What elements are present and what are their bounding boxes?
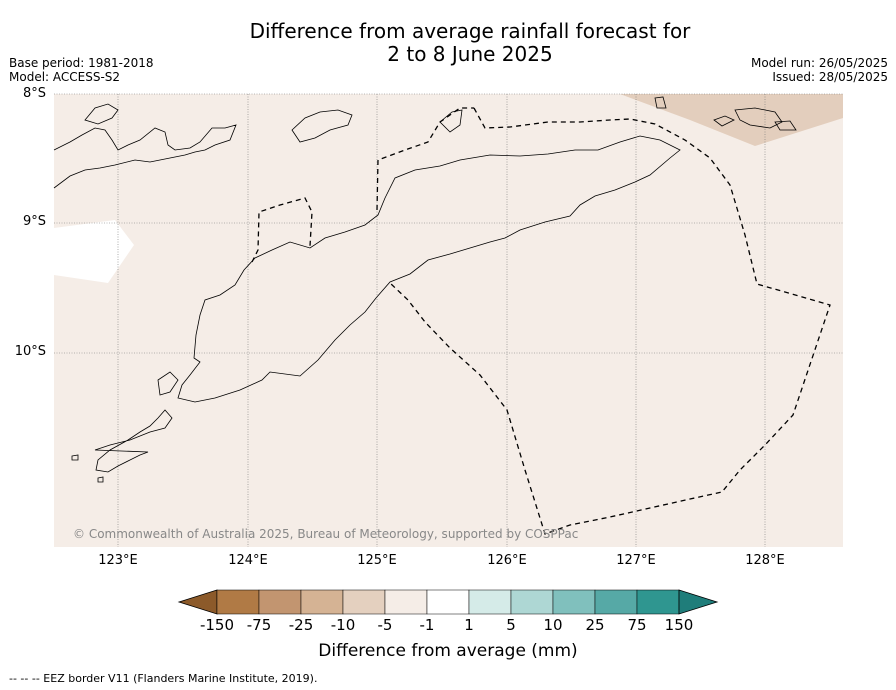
lon-label-125e: 125°E (357, 553, 397, 568)
north-island-8 (654, 96, 667, 109)
north-island-7 (774, 120, 797, 131)
cb-label-neg10: -10 (330, 616, 356, 634)
colorbar-box (594, 589, 638, 615)
eez-border (251, 107, 831, 535)
north-island-2 (291, 109, 353, 143)
gridlines (54, 93, 843, 547)
colorbar-title: Difference from average (mm) (318, 641, 578, 661)
colorbar-boxes (177, 589, 719, 615)
north-island-6 (713, 115, 735, 127)
lat-label-9s: 9°S (22, 214, 46, 229)
meta-right: Model run: 26/05/2025 Issued: 28/05/2025 (751, 56, 888, 84)
lon-label-123e: 123°E (98, 553, 138, 568)
south-island-1 (94, 409, 173, 473)
cb-label-10: 10 (543, 616, 563, 634)
colorbar-box (216, 589, 260, 615)
cb-label-neg5: -5 (377, 616, 393, 634)
colorbar-arrow-high (678, 589, 719, 615)
colorbar-box (510, 589, 554, 615)
lon-label-128e: 128°E (745, 553, 785, 568)
colorbar-box (468, 589, 512, 615)
chart-title: Difference from average rainfall forecas… (170, 20, 770, 66)
title-line-1: Difference from average rainfall forecas… (249, 19, 691, 43)
dry-anomaly-area (620, 94, 843, 146)
cb-label-75: 75 (627, 616, 647, 634)
cb-label-neg25: -25 (288, 616, 314, 634)
model-name: Model: ACCESS-S2 (9, 70, 121, 84)
colorbar-box (300, 589, 344, 615)
north-island-5 (734, 107, 783, 129)
lat-label-10s: 10°S (14, 344, 46, 359)
cb-label-neg1: -1 (419, 616, 435, 634)
colorbar-box (384, 589, 428, 615)
lat-label-8s: 8°S (22, 86, 46, 101)
colorbar-box (258, 589, 302, 615)
colorbar-box (636, 589, 680, 615)
south-island-4 (71, 454, 79, 461)
south-island-3 (97, 476, 104, 483)
coastlines (53, 96, 797, 483)
model-run: Model run: 26/05/2025 (750, 56, 888, 70)
title-line-2: 2 to 8 June 2025 (387, 42, 553, 66)
cb-label-5: 5 (506, 616, 516, 634)
cb-label-neg150: -150 (199, 616, 235, 634)
lon-label-127e: 127°E (616, 553, 656, 568)
cb-label-neg75: -75 (246, 616, 272, 634)
issued-date: Issued: 28/05/2025 (772, 70, 888, 84)
colorbar-box (552, 589, 596, 615)
cb-label-25: 25 (585, 616, 605, 634)
north-island-3 (84, 103, 119, 125)
lon-label-126e: 126°E (487, 553, 527, 568)
map-background (54, 94, 843, 547)
copyright-notice: © Commonwealth of Australia 2025, Bureau… (73, 527, 579, 541)
timor-island-outline (177, 135, 681, 403)
no-data-area (54, 220, 134, 283)
cb-label-1: 1 (464, 616, 474, 634)
eez-footnote: -- -- -- EEZ border V11 (Flanders Marine… (9, 672, 318, 685)
south-island-2 (157, 371, 179, 396)
colorbar-arrow-low (177, 589, 218, 615)
meta-left: Base period: 1981-2018 Model: ACCESS-S2 (9, 56, 154, 84)
lon-label-124e: 124°E (228, 553, 268, 568)
north-island-1 (53, 124, 237, 189)
colorbar-box (426, 589, 470, 615)
colorbar-box (342, 589, 386, 615)
north-island-4 (439, 109, 463, 133)
cb-label-150: 150 (664, 616, 694, 634)
base-period: Base period: 1981-2018 (9, 56, 154, 70)
